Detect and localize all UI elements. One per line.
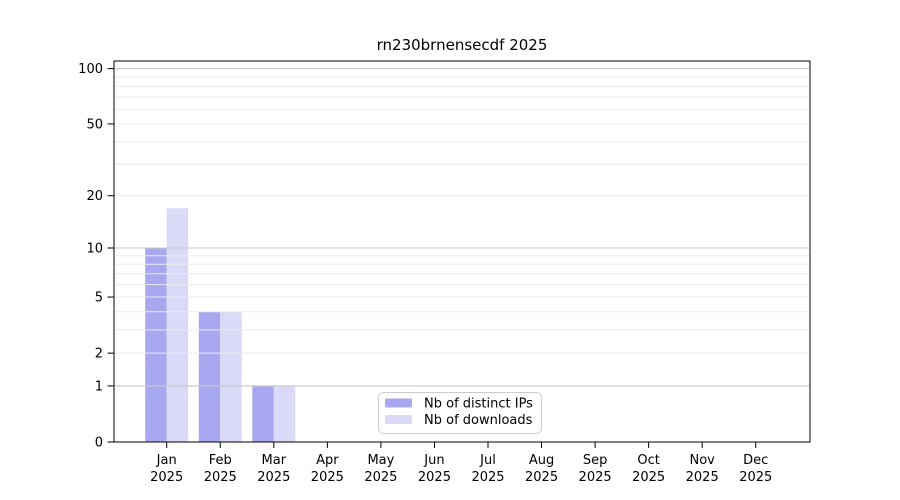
x-tick-label-year: 2025	[364, 470, 397, 485]
x-tick-label-month: Nov	[690, 453, 716, 468]
legend-box	[378, 392, 542, 434]
legend-label-distinct-ips: Nb of distinct IPs	[424, 397, 533, 412]
y-tick-label: 10	[86, 242, 103, 257]
x-tick-label-year: 2025	[257, 470, 290, 485]
x-tick-label-month: Jun	[423, 453, 444, 468]
x-tick-label-month: Oct	[637, 453, 659, 468]
x-tick-label-month: Jan	[156, 453, 177, 468]
x-tick-label-year: 2025	[150, 470, 183, 485]
x-tick-label-month: Aug	[529, 453, 554, 468]
y-tick-label: 1	[95, 379, 103, 394]
y-tick-label: 50	[86, 117, 103, 132]
x-tick-label-month: May	[367, 453, 394, 468]
x-tick-label-month: Sep	[583, 453, 608, 468]
x-tick-label-year: 2025	[471, 470, 504, 485]
axes-layer: 0 1 2 5 10 20 50 100 Jan 2025 Feb 2025 Mar 2025 Apr 202…	[78, 60, 811, 485]
x-tick-label-year: 2025	[739, 470, 772, 485]
x-tick-label-year: 2025	[579, 470, 612, 485]
plot-border	[113, 60, 811, 443]
bar-jan-downloads	[166, 208, 189, 442]
x-tick-label-year: 2025	[686, 470, 719, 485]
x-tick-label-month: Mar	[262, 453, 287, 468]
y-tick-label: 2	[95, 347, 103, 362]
legend-item-downloads: Nb of downloads	[385, 413, 533, 428]
legend-label-downloads: Nb of downloads	[424, 413, 533, 428]
legend-swatch-downloads-icon	[385, 415, 412, 424]
x-tick-label-year: 2025	[632, 470, 665, 485]
x-tick-label-year: 2025	[525, 470, 558, 485]
y-tick-label: 5	[95, 291, 103, 306]
x-tick-label-year: 2025	[311, 470, 344, 485]
gridlines-layer	[115, 68, 809, 387]
bar-mar-downloads	[273, 385, 296, 442]
x-tick-label-year: 2025	[204, 470, 237, 485]
bar-mar-distinct-ips	[252, 385, 274, 442]
x-tick-label-month: Feb	[209, 453, 232, 468]
legend-swatch-distinct-ips-icon	[385, 398, 412, 408]
bar-feb-distinct-ips	[198, 311, 221, 442]
y-tick-label: 0	[95, 436, 103, 451]
chart-title: rn230brnensecdf 2025	[377, 36, 548, 54]
legend-item-distinct-ips: Nb of distinct IPs	[385, 397, 533, 412]
bar-jan-distinct-ips	[145, 248, 167, 442]
x-tick-label-year: 2025	[418, 470, 451, 485]
bar-feb-downloads	[220, 311, 242, 442]
legend: Nb of distinct IPs Nb of downloads	[378, 392, 542, 434]
x-tick-label-month: Dec	[743, 453, 768, 468]
y-tick-label: 20	[86, 189, 103, 204]
x-tick-label-month: Jul	[479, 453, 496, 468]
bars-layer	[145, 208, 296, 442]
y-tick-label: 100	[78, 62, 103, 77]
x-tick-label-month: Apr	[316, 453, 339, 468]
